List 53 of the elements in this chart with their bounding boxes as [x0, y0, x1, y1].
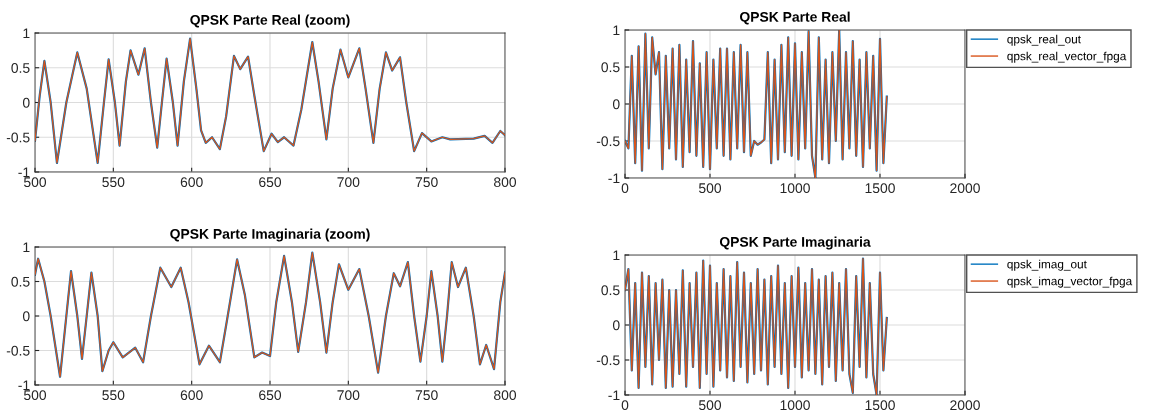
legend-label: qpsk_real_vector_fpga: [1007, 51, 1127, 63]
chart-title: QPSK Parte Imaginaria: [719, 236, 871, 250]
x-tick-label: 1500: [865, 183, 895, 194]
x-tick-label: 750: [415, 390, 438, 401]
y-tick-label: 0.5: [11, 276, 30, 287]
y-tick-label: 1: [23, 242, 30, 253]
x-tick-label: 1000: [780, 400, 810, 411]
x-tick-label: 650: [259, 177, 282, 188]
x-tick-label: 0: [621, 400, 629, 411]
y-tick-label: -0.5: [6, 132, 30, 143]
x-tick-label: 600: [180, 177, 203, 188]
legend-label: qpsk_imag_vector_fpga: [1007, 276, 1133, 288]
x-tick-label: 500: [23, 390, 47, 401]
x-tick-label: 800: [494, 390, 517, 401]
y-tick-label: 0.5: [601, 62, 620, 73]
y-tick-label: -1: [18, 380, 30, 391]
y-tick-label: 0: [22, 97, 30, 108]
x-tick-label: 500: [698, 183, 722, 194]
line-series: [35, 251, 505, 378]
y-tick-label: -0.5: [6, 345, 30, 356]
x-tick-label: 600: [180, 390, 203, 401]
x-tick-label: 2000: [950, 183, 980, 194]
legend-label: qpsk_real_out: [1007, 34, 1081, 46]
x-tick-label: 1500: [865, 400, 895, 411]
y-tick-label: 1: [613, 250, 620, 261]
y-tick-label: 0: [22, 311, 30, 322]
y-tick-label: -0.5: [596, 355, 620, 366]
y-tick-label: 0.5: [11, 63, 30, 73]
chart-title: QPSK Parte Real (zoom): [190, 14, 350, 28]
y-tick-label: -1: [608, 390, 620, 401]
y-tick-label: -0.5: [596, 136, 620, 147]
y-tick-label: 1: [23, 28, 30, 39]
x-tick-label: 800: [494, 177, 517, 188]
x-tick-label: 2000: [950, 400, 980, 411]
chart-title: QPSK Parte Real: [739, 11, 850, 25]
x-tick-label: 700: [337, 177, 360, 188]
y-tick-label: 1: [613, 25, 620, 36]
chart-title: QPSK Parte Imaginaria (zoom): [170, 228, 370, 242]
x-tick-label: 700: [337, 390, 360, 401]
x-tick-label: 750: [415, 177, 438, 188]
y-tick-label: 0: [612, 320, 620, 331]
x-tick-label: 1000: [780, 183, 810, 194]
y-tick-label: 0: [612, 99, 620, 110]
x-tick-label: 550: [102, 177, 125, 188]
x-tick-label: 650: [259, 390, 282, 401]
y-tick-label: -1: [18, 167, 30, 178]
x-tick-label: 0: [621, 183, 629, 194]
x-tick-label: 500: [23, 177, 47, 188]
y-tick-label: -1: [608, 173, 620, 184]
y-tick-label: 0.5: [601, 285, 620, 296]
legend-label: qpsk_imag_out: [1007, 259, 1087, 271]
x-tick-label: 550: [102, 390, 125, 401]
x-tick-label: 500: [698, 400, 722, 411]
